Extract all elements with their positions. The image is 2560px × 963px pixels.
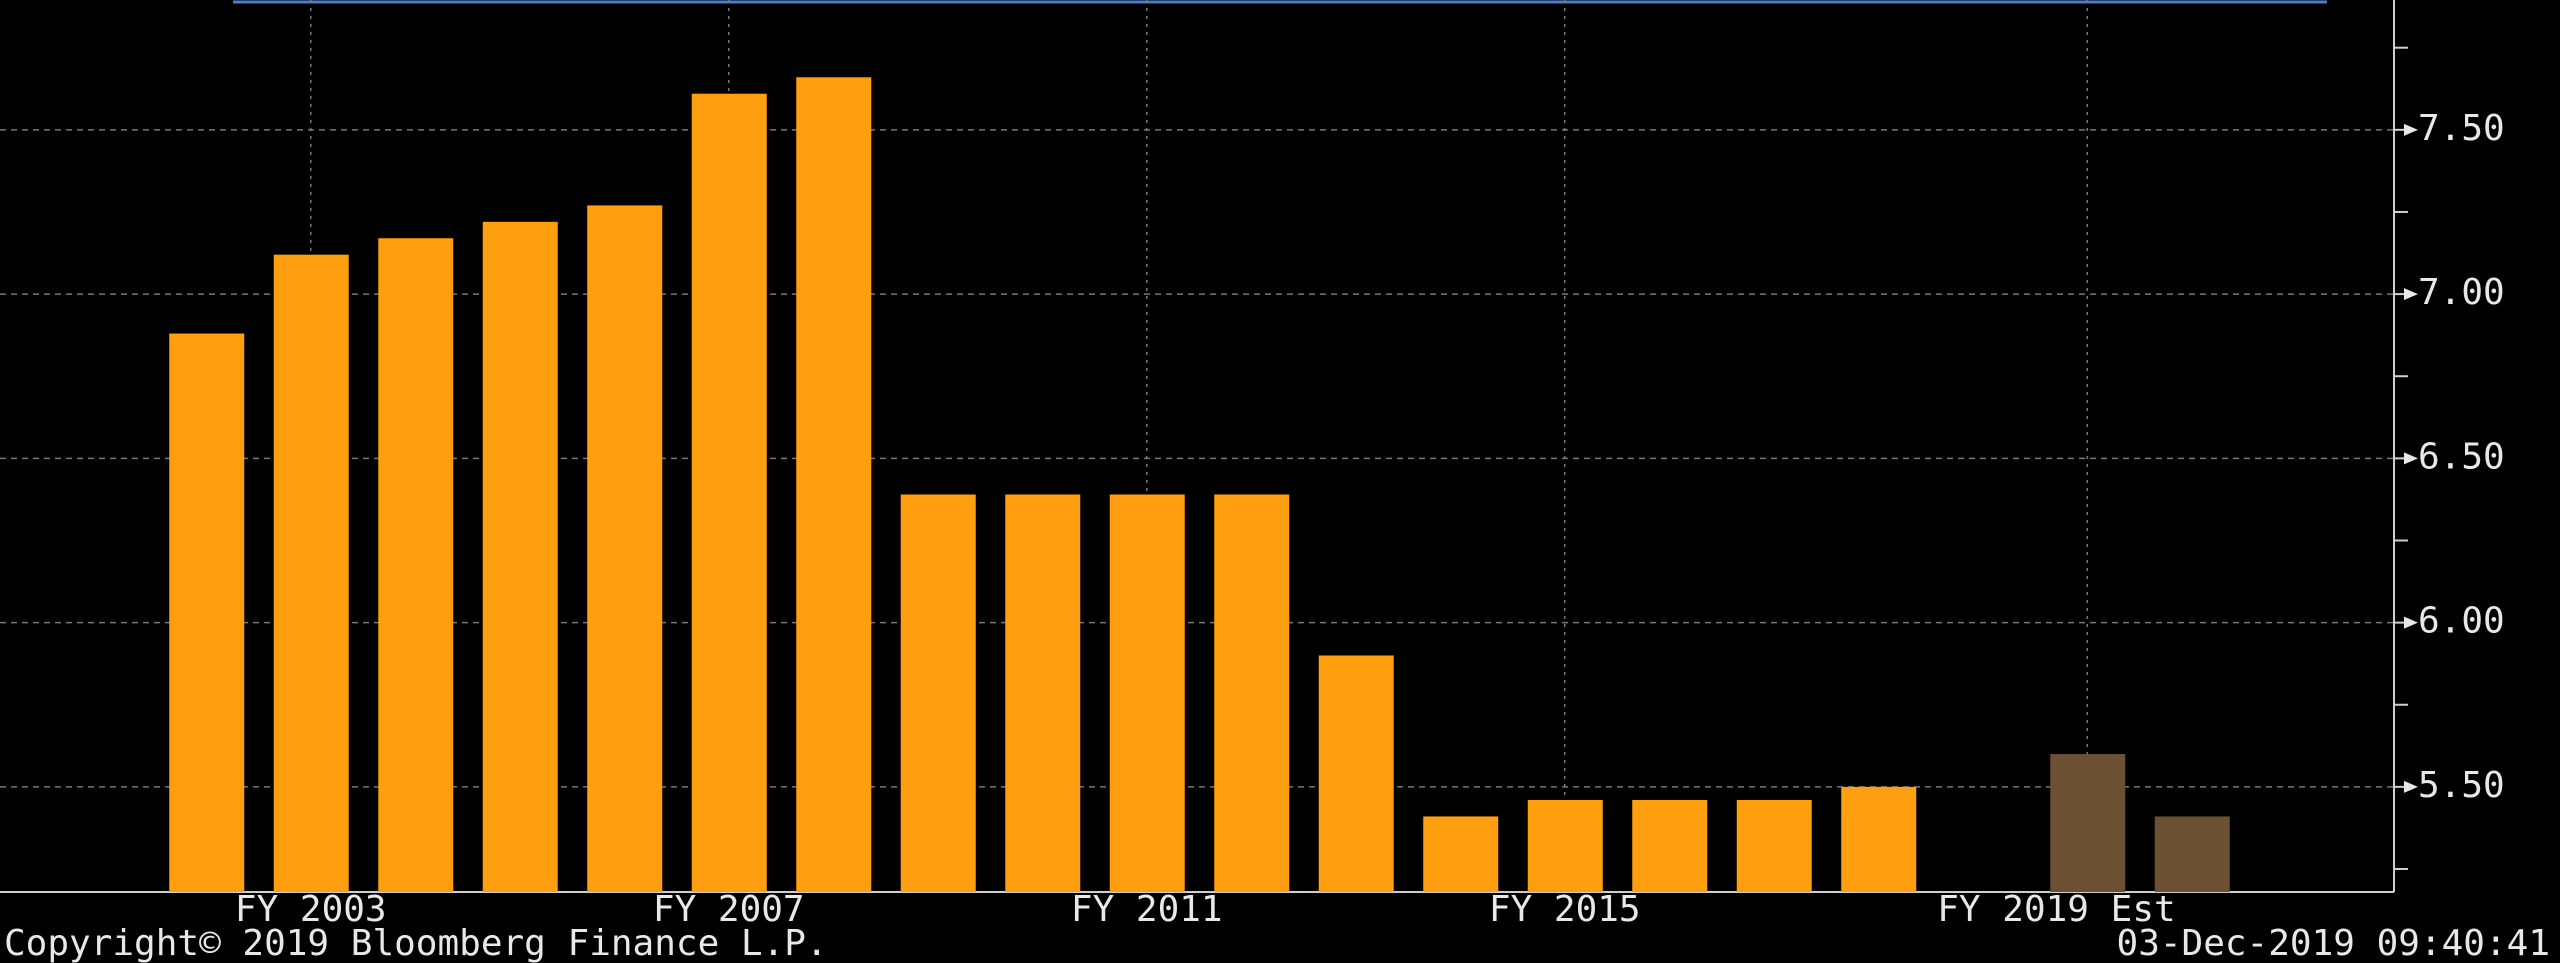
bar: [1423, 816, 1499, 892]
copyright: Copyright© 2019 Bloomberg Finance L.P.: [4, 923, 828, 963]
bar: [2154, 816, 2230, 892]
y-tick-arrow: [2404, 616, 2418, 629]
y-tick-label: 6.00: [2418, 601, 2505, 642]
timestamp: 03-Dec-2019 09:40:41: [2117, 923, 2550, 963]
bar: [273, 254, 349, 892]
y-tick-label: 7.50: [2418, 108, 2505, 149]
y-tick-label: 7.00: [2418, 272, 2505, 313]
bar: [1527, 800, 1603, 892]
bar: [691, 93, 767, 892]
bar: [378, 238, 454, 892]
y-tick-label: 6.50: [2418, 436, 2505, 477]
y-tick-arrow: [2404, 780, 2418, 793]
bar: [169, 333, 245, 892]
bar: [482, 221, 558, 893]
bar: [796, 77, 872, 893]
bar: [1632, 800, 1708, 892]
x-tick-label: FY 2019 Est: [1937, 889, 2175, 930]
x-tick-label: FY 2007: [653, 889, 805, 930]
bar: [1109, 494, 1185, 892]
bar: [900, 494, 976, 892]
y-tick-arrow: [2404, 288, 2418, 301]
x-tick-label: FY 2003: [235, 889, 387, 930]
bar: [1005, 494, 1081, 892]
x-tick-label: FY 2015: [1489, 889, 1641, 930]
bar: [587, 205, 663, 892]
bar: [1736, 800, 1812, 892]
y-tick-arrow: [2404, 123, 2418, 136]
bar: [1841, 786, 1917, 892]
x-tick-label: FY 2011: [1071, 889, 1223, 930]
bar: [1318, 655, 1394, 892]
y-tick-label: 5.50: [2418, 765, 2505, 806]
y-tick-arrow: [2404, 452, 2418, 465]
bar: [2050, 754, 2126, 892]
bar: [1214, 494, 1290, 892]
